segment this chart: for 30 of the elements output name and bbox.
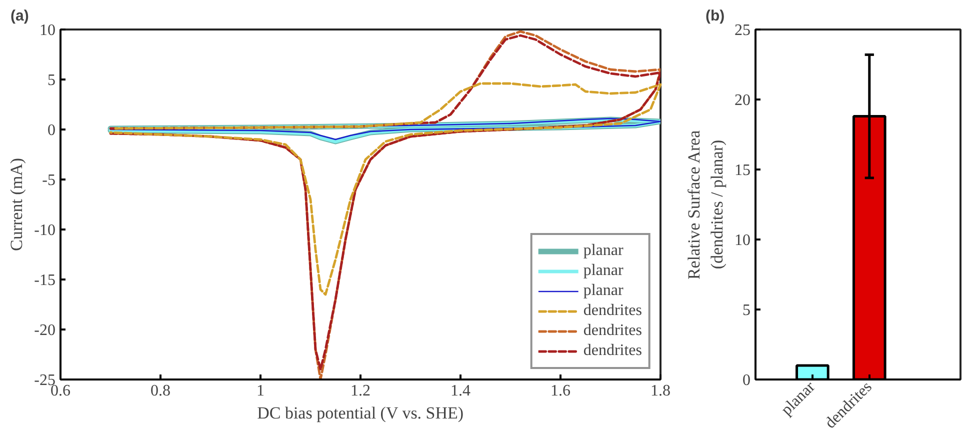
- legend-label: planar: [583, 282, 624, 300]
- legend-label: dendrites: [583, 322, 642, 340]
- y-axis-title: Current (mA): [7, 158, 26, 251]
- y-tick-label: -20: [34, 322, 56, 339]
- y-tick-label: 25: [734, 22, 750, 39]
- x-tick-label: 1.4: [450, 382, 470, 400]
- y-tick-label: -5: [42, 172, 56, 189]
- x-tick-label: 1.2: [350, 382, 370, 400]
- legend-label: planar: [583, 242, 624, 260]
- y-tick-label: 0: [48, 122, 56, 139]
- y-tick-label: 15: [734, 162, 750, 179]
- y-tick-label: -15: [34, 272, 56, 289]
- x-axis-title: DC bias potential (V vs. SHE): [257, 404, 464, 422]
- y-axis-title: Relative Surface Area (dendrites / planar): [684, 130, 726, 280]
- y-tick-label: 5: [48, 72, 56, 89]
- chart-title: (b): [706, 8, 725, 24]
- x-tick-label: 0.8: [150, 382, 170, 400]
- legend-label: dendrites: [583, 302, 642, 320]
- chart-title: (a): [10, 8, 29, 24]
- x-tick-label: 1: [256, 382, 264, 400]
- y-tick-label: 10: [734, 232, 750, 249]
- legend-label: dendrites: [583, 342, 642, 360]
- y-tick-label: 0: [742, 372, 750, 389]
- y-tick-label: 10: [40, 22, 56, 39]
- x-tick-label: 1.8: [650, 382, 670, 400]
- x-tick-label: 1.6: [550, 382, 570, 400]
- y-tick-label: 20: [734, 92, 750, 109]
- y-tick-label: 5: [742, 302, 750, 319]
- legend-label: planar: [583, 262, 624, 280]
- y-tick-label: -10: [34, 222, 56, 239]
